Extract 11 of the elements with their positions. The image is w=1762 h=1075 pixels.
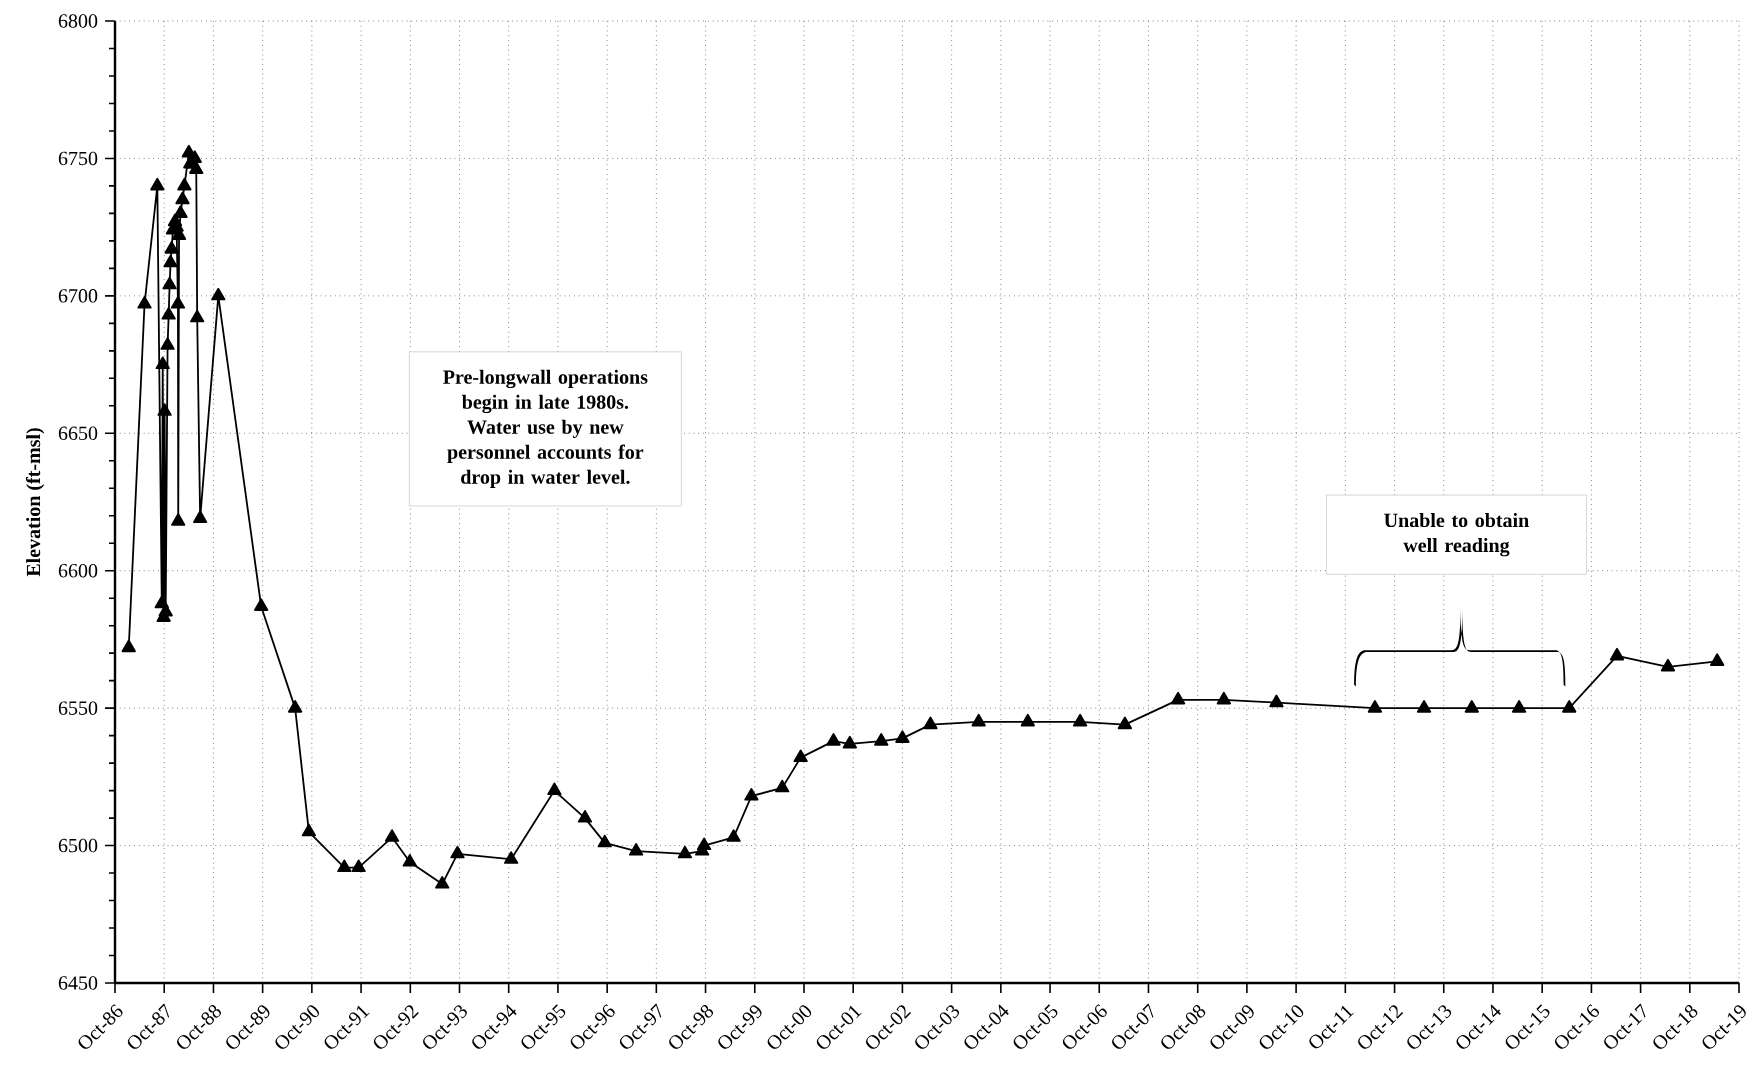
annotation: Unable to obtain well reading	[1384, 513, 1529, 557]
y-tick-label: 6550	[58, 701, 98, 715]
y-tick-label: 6650	[58, 426, 98, 441]
y-axis-title: Elevation (ft-msl)	[25, 428, 45, 577]
y-tick-label: 6600	[58, 563, 98, 578]
y-tick-label: 6700	[58, 289, 98, 303]
y-tick-label: 6800	[58, 14, 98, 28]
y-tick-label: 6750	[58, 151, 98, 166]
annotation: Pre-longwall operations begin in late 1980s. Water use by new personnel accounts for drop in water level.	[443, 369, 648, 488]
y-tick-label: 6450	[58, 976, 98, 990]
y-tick-label: 6500	[58, 838, 98, 853]
